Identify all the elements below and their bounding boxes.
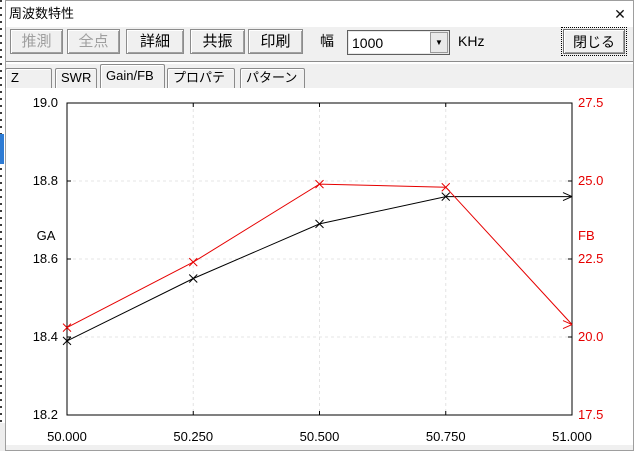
toolbar-button-共振[interactable]: 共振 [190,29,245,54]
toolbar-button-推測: 推測 [10,29,63,54]
unit-label: KHz [458,33,485,49]
chevron-down-icon: ▼ [435,38,443,47]
titlebar: 周波数特性 ✕ [6,1,633,27]
dropdown-button[interactable]: ▼ [430,32,448,53]
tab-Gain/FB[interactable]: Gain/FB [100,64,165,88]
background-selection-fragment [0,134,4,164]
width-combobox: ▼ [347,30,450,55]
tab-Z[interactable]: Z [5,68,52,88]
tab-パターン[interactable]: パターン [240,68,305,88]
window-title: 周波数特性 [9,6,75,21]
close-dialog-button[interactable]: 閉じる [561,27,627,56]
close-icon[interactable]: ✕ [614,6,626,22]
separator [6,61,633,64]
tab-SWR[interactable]: SWR [55,68,97,88]
toolbar-button-詳細[interactable]: 詳細 [126,29,184,54]
tab-content [6,88,633,445]
toolbar-button-印刷[interactable]: 印刷 [248,29,303,54]
tab-プロパティ[interactable]: プロパティ [167,68,235,103]
background-frame-fragment [0,423,5,451]
background-window-sliver [0,0,5,451]
ruler-ticks [0,0,2,423]
width-label: 幅 [320,33,334,49]
toolbar-button-全点: 全点 [67,29,120,54]
width-input[interactable] [350,33,430,52]
